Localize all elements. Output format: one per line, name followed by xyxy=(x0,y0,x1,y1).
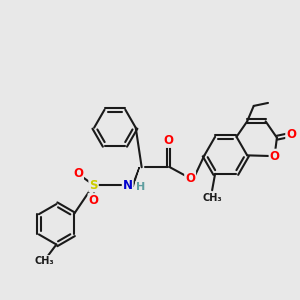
Text: O: O xyxy=(164,134,173,147)
Text: O: O xyxy=(73,167,83,180)
Text: O: O xyxy=(185,172,195,185)
Text: N: N xyxy=(123,178,133,192)
Polygon shape xyxy=(133,167,139,187)
Text: CH₃: CH₃ xyxy=(202,193,222,202)
Text: O: O xyxy=(88,194,98,207)
Text: S: S xyxy=(89,178,98,192)
Text: O: O xyxy=(286,128,296,141)
Text: CH₃: CH₃ xyxy=(34,256,54,266)
Text: H: H xyxy=(136,182,145,192)
Text: O: O xyxy=(269,150,280,163)
